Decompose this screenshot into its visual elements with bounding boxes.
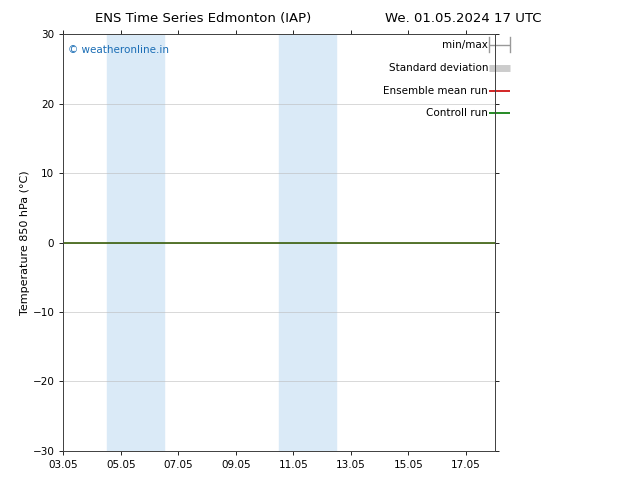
Text: © weatheronline.in: © weatheronline.in <box>68 45 169 55</box>
Bar <box>279 34 337 451</box>
Text: Ensemble mean run: Ensemble mean run <box>384 86 488 96</box>
Text: Standard deviation: Standard deviation <box>389 63 488 73</box>
Text: min/max: min/max <box>442 40 488 49</box>
Text: Controll run: Controll run <box>426 108 488 119</box>
Text: We. 01.05.2024 17 UTC: We. 01.05.2024 17 UTC <box>385 12 541 25</box>
Text: ENS Time Series Edmonton (IAP): ENS Time Series Edmonton (IAP) <box>94 12 311 25</box>
Bar <box>107 34 164 451</box>
Y-axis label: Temperature 850 hPa (°C): Temperature 850 hPa (°C) <box>20 170 30 315</box>
